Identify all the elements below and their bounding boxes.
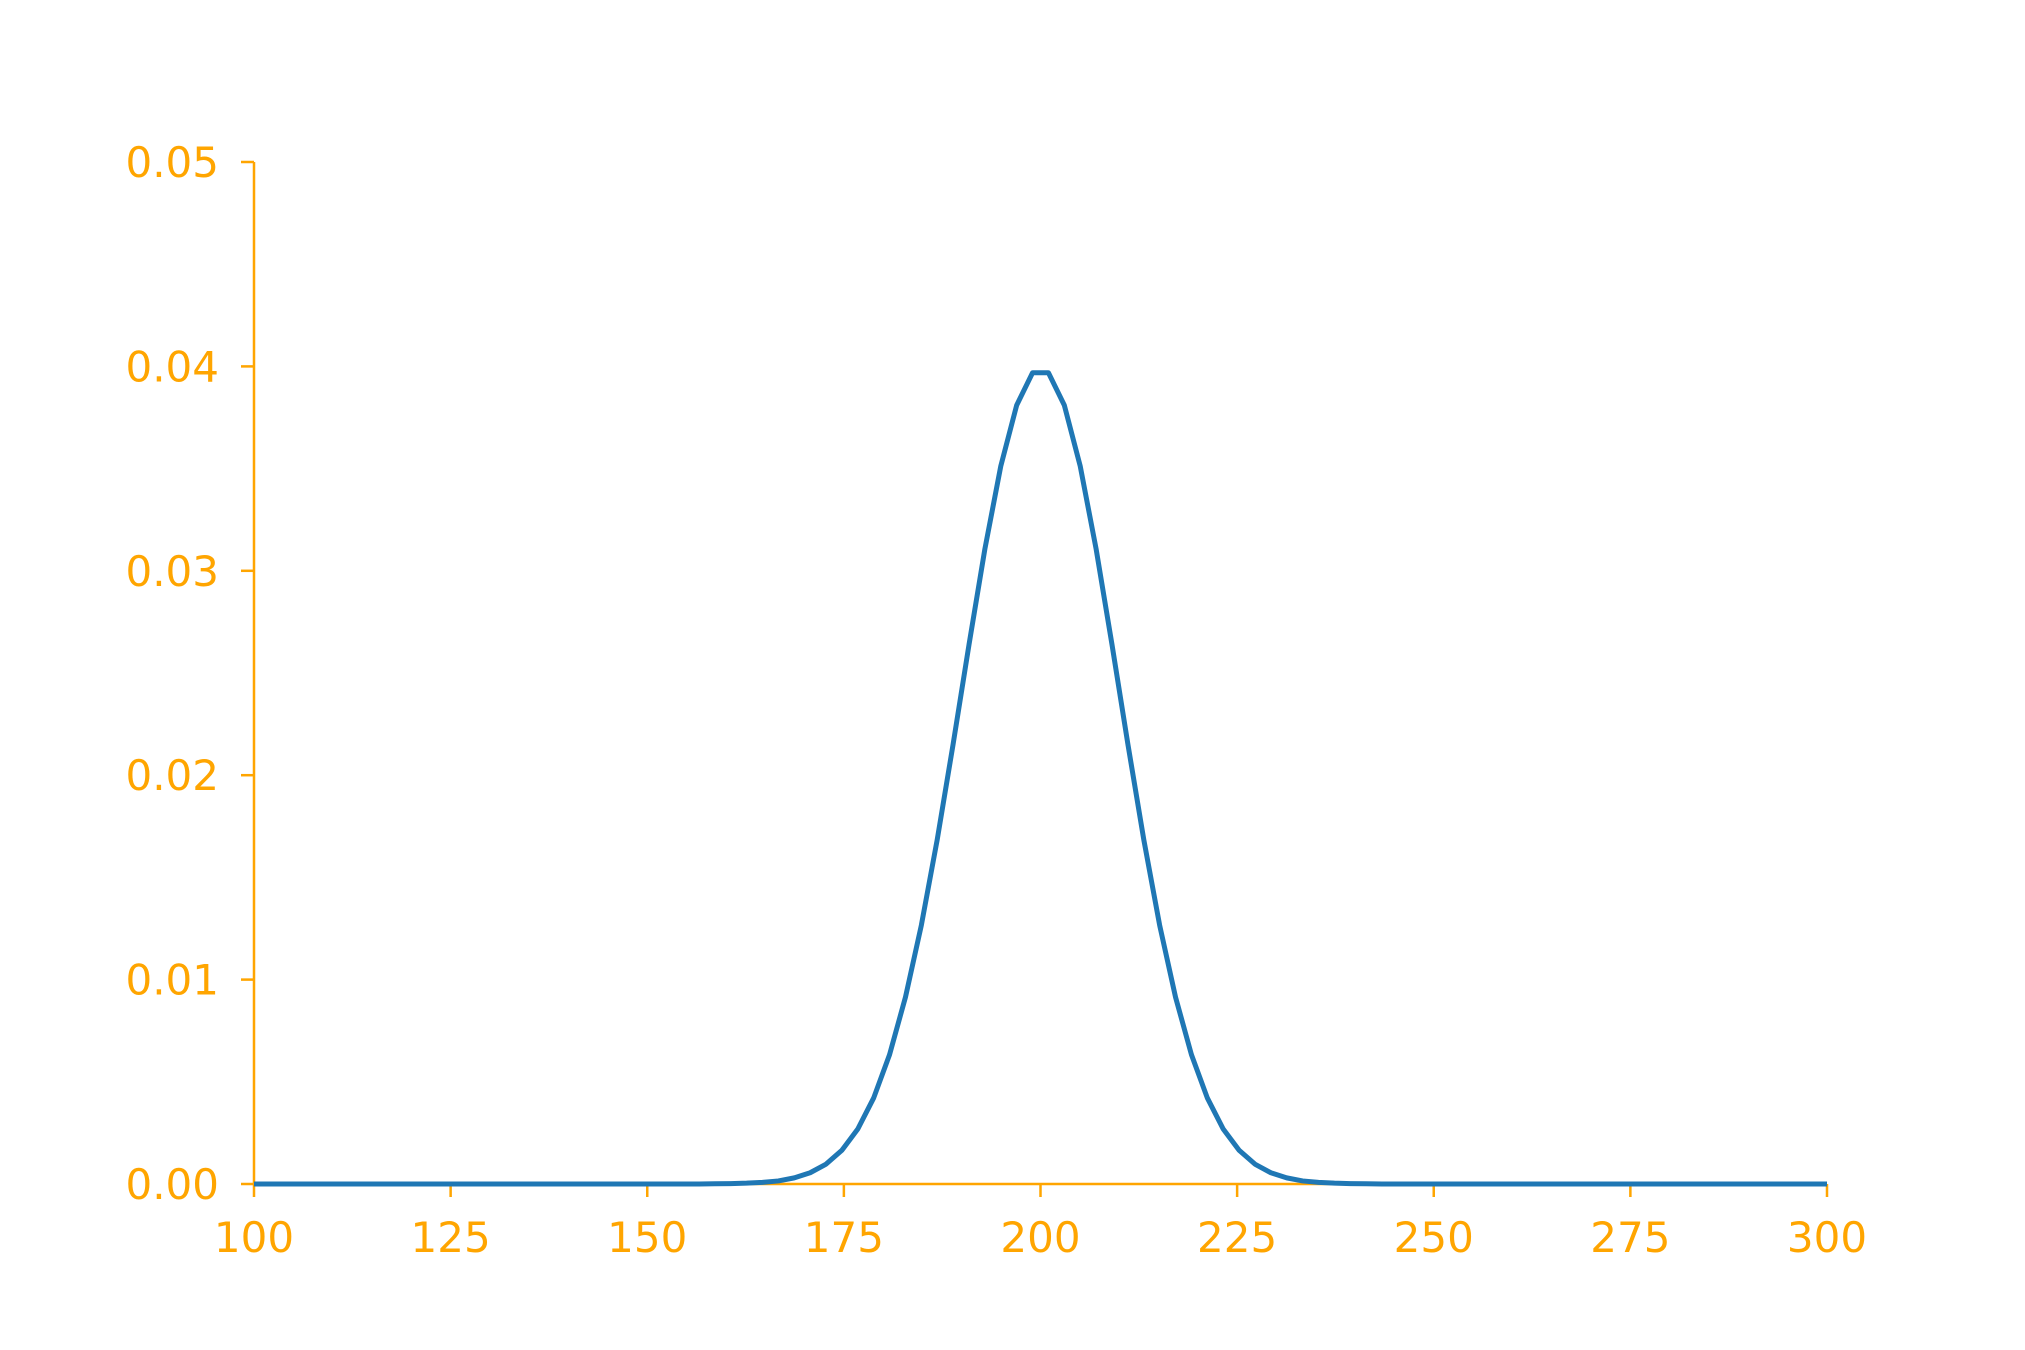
y-tick-label: 0.01 — [125, 956, 219, 1005]
y-tick-label: 0.03 — [125, 547, 219, 596]
y-tick-label: 0.00 — [125, 1160, 219, 1209]
x-tick-label: 175 — [804, 1213, 884, 1262]
y-tick-label: 0.04 — [125, 342, 219, 391]
x-tick-label: 200 — [1000, 1213, 1080, 1262]
x-tick-label: 100 — [214, 1213, 294, 1262]
x-tick-label: 125 — [411, 1213, 491, 1262]
x-tick-label: 250 — [1394, 1213, 1474, 1262]
y-tick-label: 0.05 — [125, 138, 219, 187]
y-tick-label: 0.02 — [125, 751, 219, 800]
x-tick-label: 300 — [1787, 1213, 1867, 1262]
x-tick-label: 275 — [1590, 1213, 1670, 1262]
data-line — [254, 370, 1827, 1187]
x-tick-label: 225 — [1197, 1213, 1277, 1262]
x-tick-label: 150 — [607, 1213, 687, 1262]
